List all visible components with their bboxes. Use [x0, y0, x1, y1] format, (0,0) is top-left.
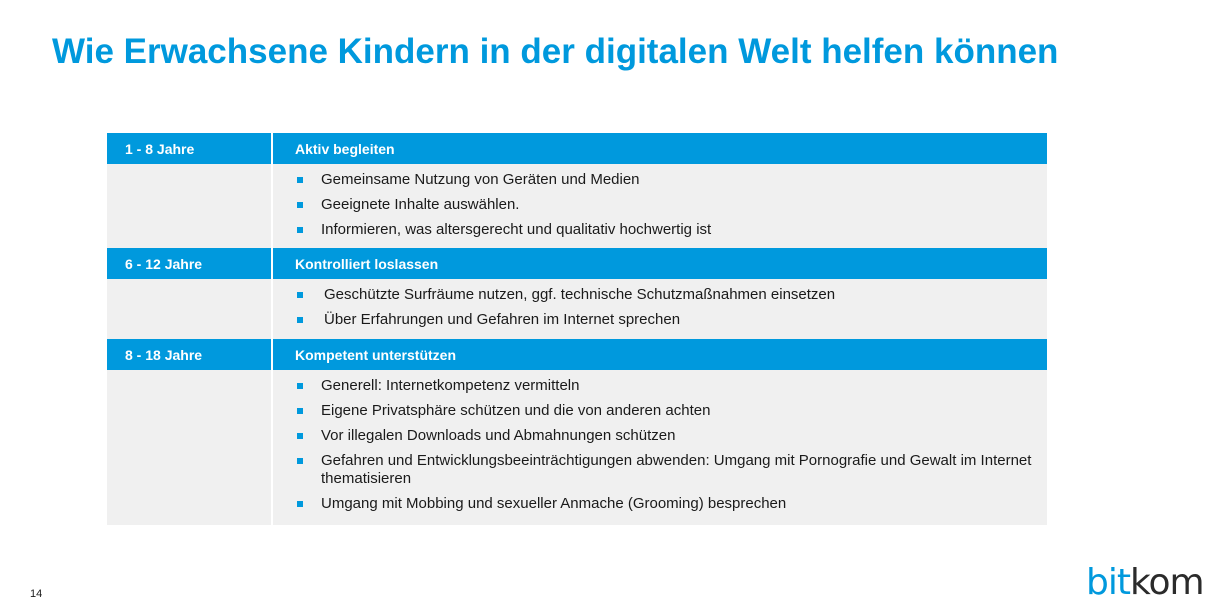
- page-number: 14: [30, 588, 43, 600]
- logo-part-kom: kom: [1129, 562, 1205, 603]
- list-item: Gefahren und Entwicklungsbeeinträchtigun…: [295, 452, 1037, 488]
- list-item: Generell: Internetkompetenz vermitteln: [295, 377, 1037, 395]
- bitkom-logo: bitkom: [1086, 562, 1205, 603]
- list-item: Über Erfahrungen und Gefahren im Interne…: [295, 311, 1037, 329]
- age-range-label: 1 - 8 Jahre: [107, 133, 273, 164]
- age-range-label: 8 - 18 Jahre: [107, 339, 273, 370]
- empty-age-cell: [107, 279, 273, 339]
- bullet-list: Geschützte Surfräume nutzen, ggf. techni…: [273, 279, 1047, 339]
- list-item: Geschützte Surfräume nutzen, ggf. techni…: [295, 286, 1037, 304]
- section-body-2: Geschützte Surfräume nutzen, ggf. techni…: [107, 279, 1047, 339]
- list-item: Gemeinsame Nutzung von Geräten und Medie…: [295, 171, 1037, 189]
- section-header-2: 6 - 12 Jahre Kontrolliert loslassen: [107, 248, 1047, 279]
- age-guidance-table: 1 - 8 Jahre Aktiv begleiten Gemeinsame N…: [107, 133, 1047, 525]
- page-title: Wie Erwachsene Kindern in der digitalen …: [52, 32, 1059, 71]
- section-header-1: 1 - 8 Jahre Aktiv begleiten: [107, 133, 1047, 164]
- bullet-list: Gemeinsame Nutzung von Geräten und Medie…: [273, 164, 1047, 248]
- bullet-list: Generell: Internetkompetenz vermitteln E…: [273, 370, 1047, 525]
- list-item: Vor illegalen Downloads und Abmahnungen …: [295, 427, 1037, 445]
- section-body-3: Generell: Internetkompetenz vermitteln E…: [107, 370, 1047, 525]
- section-body-1: Gemeinsame Nutzung von Geräten und Medie…: [107, 164, 1047, 248]
- list-item: Eigene Privatsphäre schützen und die von…: [295, 402, 1037, 420]
- list-item: Informieren, was altersgerecht und quali…: [295, 221, 1037, 239]
- empty-age-cell: [107, 370, 273, 525]
- section-heading: Kompetent unterstützen: [295, 346, 456, 363]
- section-heading: Kontrolliert loslassen: [295, 255, 439, 272]
- section-heading: Aktiv begleiten: [295, 140, 395, 157]
- logo-part-bit: bit: [1086, 562, 1131, 603]
- list-item: Umgang mit Mobbing und sexueller Anmache…: [295, 495, 1037, 513]
- section-header-3: 8 - 18 Jahre Kompetent unterstützen: [107, 339, 1047, 370]
- list-item: Geeignete Inhalte auswählen.: [295, 196, 1037, 214]
- age-range-label: 6 - 12 Jahre: [107, 248, 273, 279]
- empty-age-cell: [107, 164, 273, 248]
